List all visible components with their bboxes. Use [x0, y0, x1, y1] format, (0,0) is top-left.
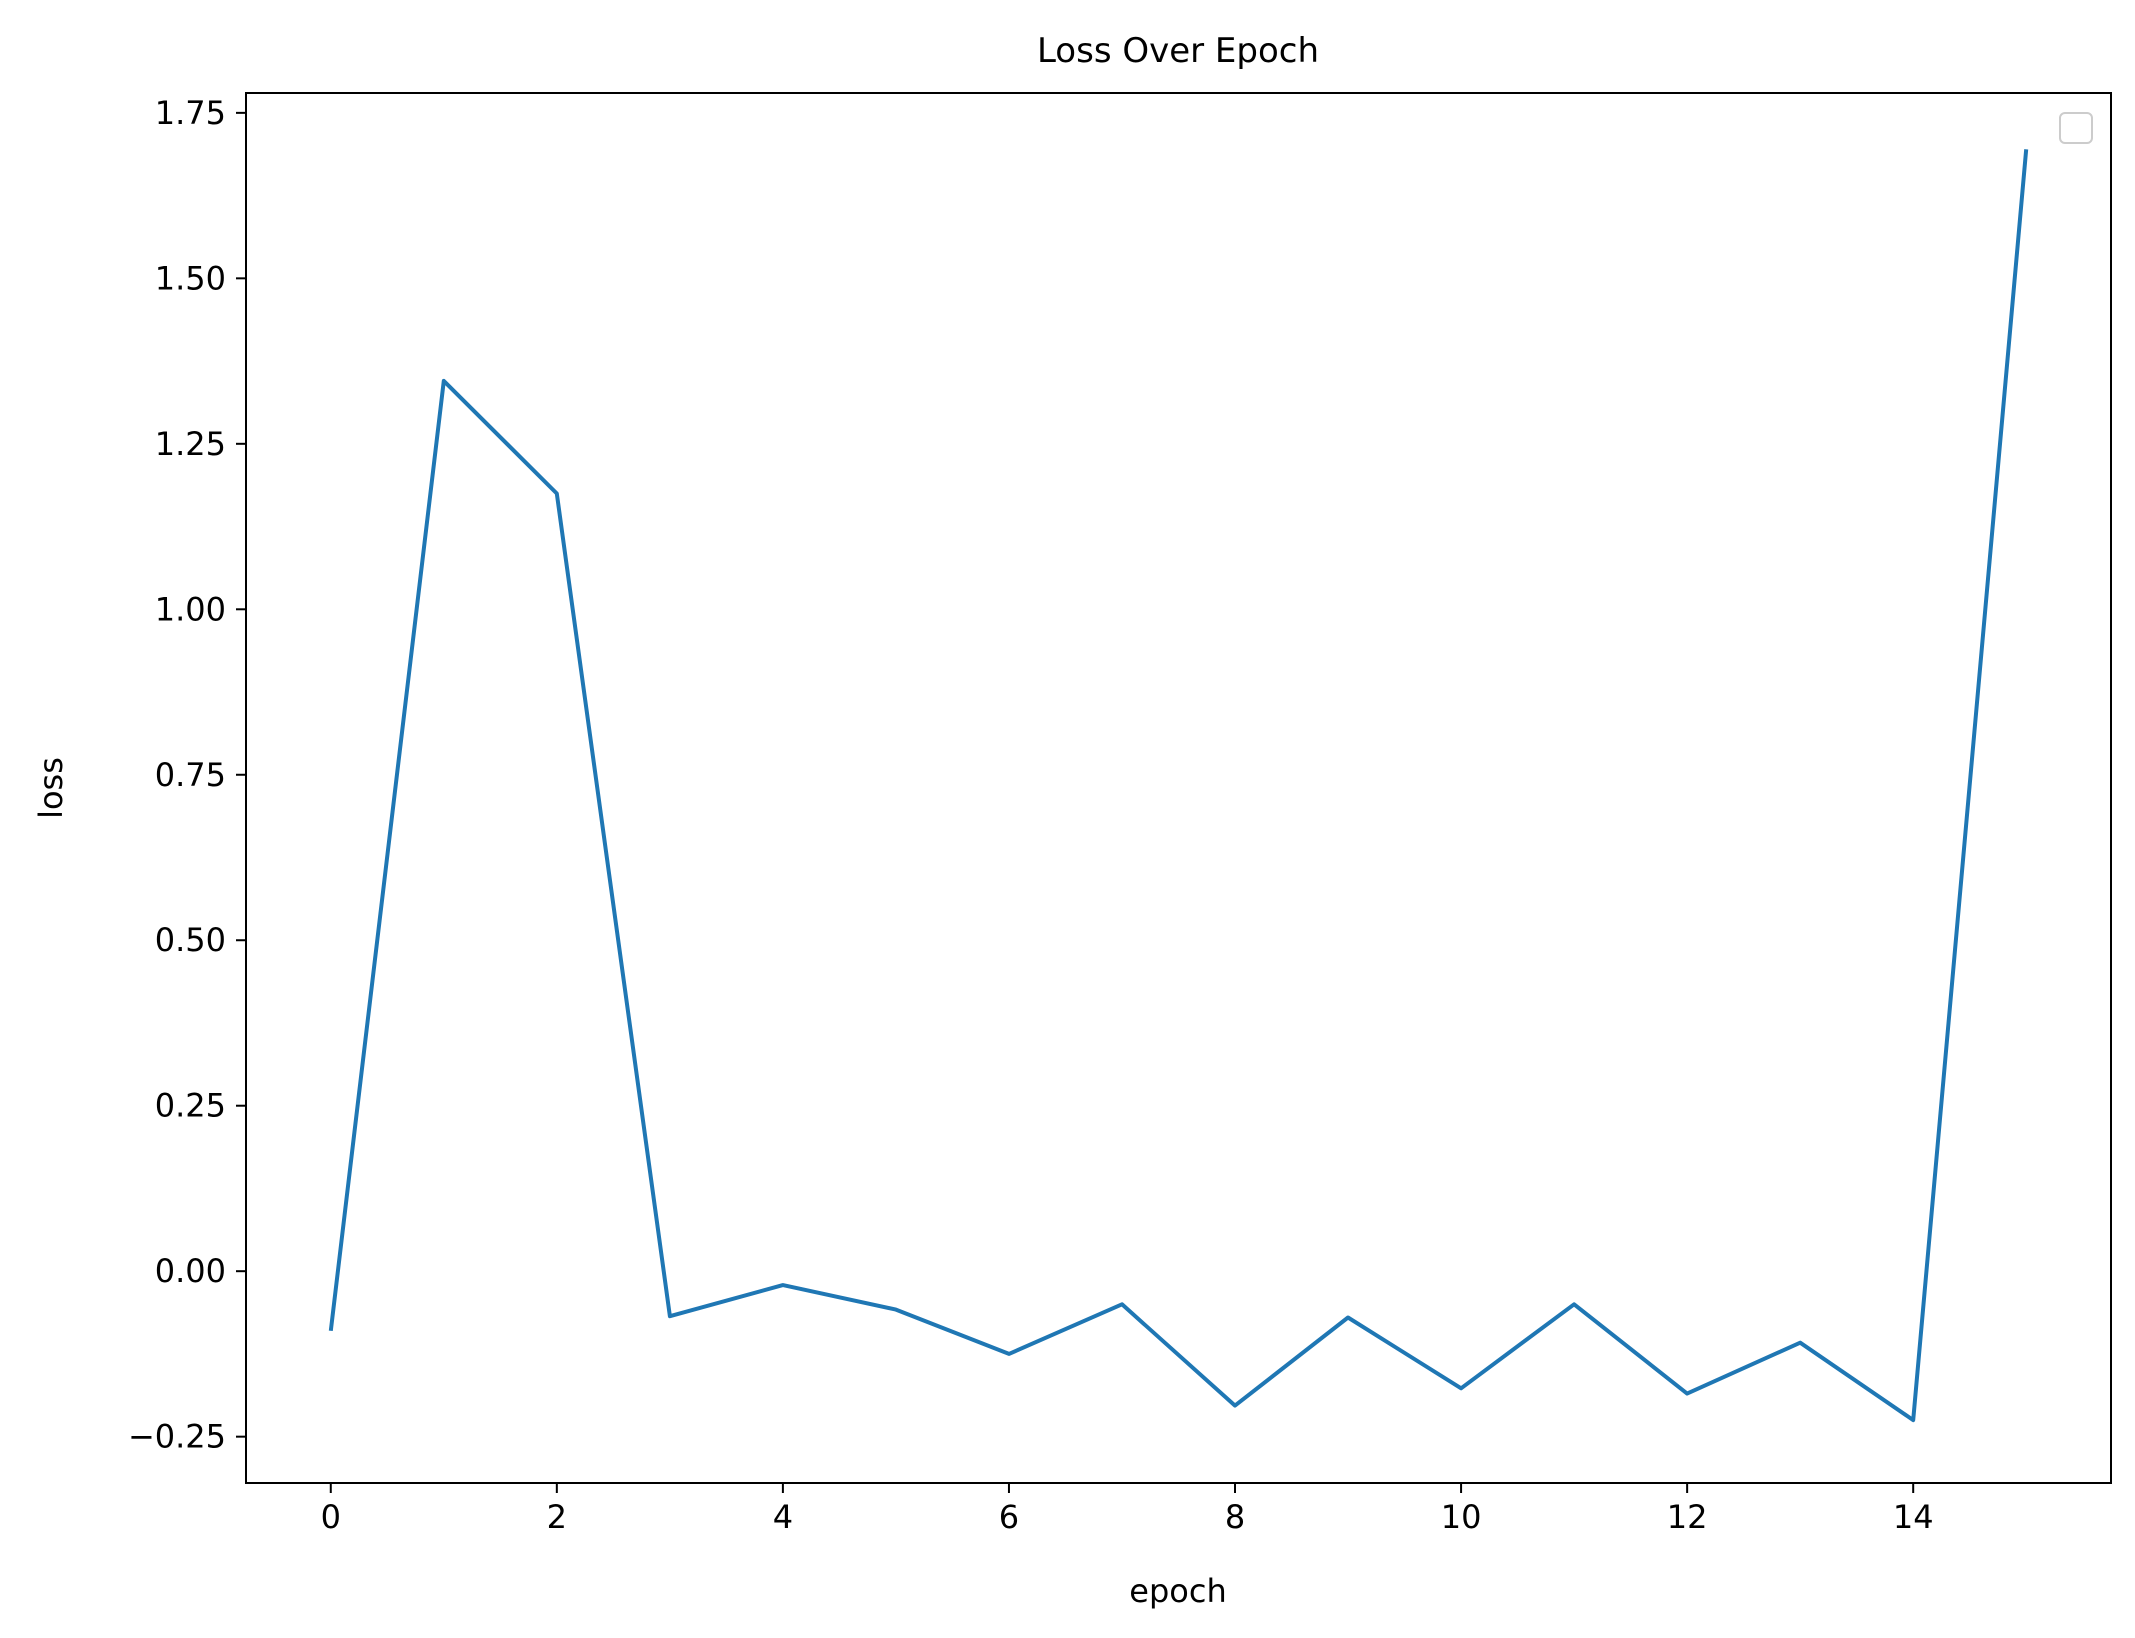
y-tick-label: −0.25: [128, 1418, 226, 1456]
x-axis-ticks: 0 2 4 6 8 10 12 14: [321, 1483, 1934, 1536]
x-tick-label: 10: [1441, 1498, 1482, 1536]
axes-frame: [245, 92, 2112, 1484]
y-axis-ticks: −0.25 0.00 0.25 0.50 0.75 1.00 1.25 1.50 1.75: [128, 94, 246, 1456]
x-tick-label: 2: [547, 1498, 567, 1536]
y-tick-label: 0.75: [155, 756, 226, 794]
legend: [2059, 112, 2093, 144]
x-tick-label: 12: [1667, 1498, 1708, 1536]
legend-box: [2059, 112, 2093, 144]
series-line: [328, 149, 2029, 1423]
y-tick-label: 1.00: [155, 590, 226, 628]
x-axis-label: epoch: [1129, 1572, 1226, 1610]
y-axis-label: loss: [32, 757, 70, 819]
y-tick-label: 0.50: [155, 921, 226, 959]
x-tick-label: 4: [773, 1498, 793, 1536]
y-tick-label: 1.25: [155, 425, 226, 463]
x-tick-label: 8: [1225, 1498, 1245, 1536]
y-tick-label: 1.75: [155, 94, 226, 132]
x-tick-label: 14: [1893, 1498, 1934, 1536]
chart-title: Loss Over Epoch: [1037, 31, 1319, 71]
x-tick-label: 0: [321, 1498, 341, 1536]
x-tick-label: 6: [999, 1498, 1019, 1536]
plot-area: [328, 149, 2029, 1423]
y-tick-label: 0.00: [155, 1252, 226, 1290]
y-tick-label: 0.25: [155, 1087, 226, 1125]
y-tick-label: 1.50: [155, 259, 226, 297]
